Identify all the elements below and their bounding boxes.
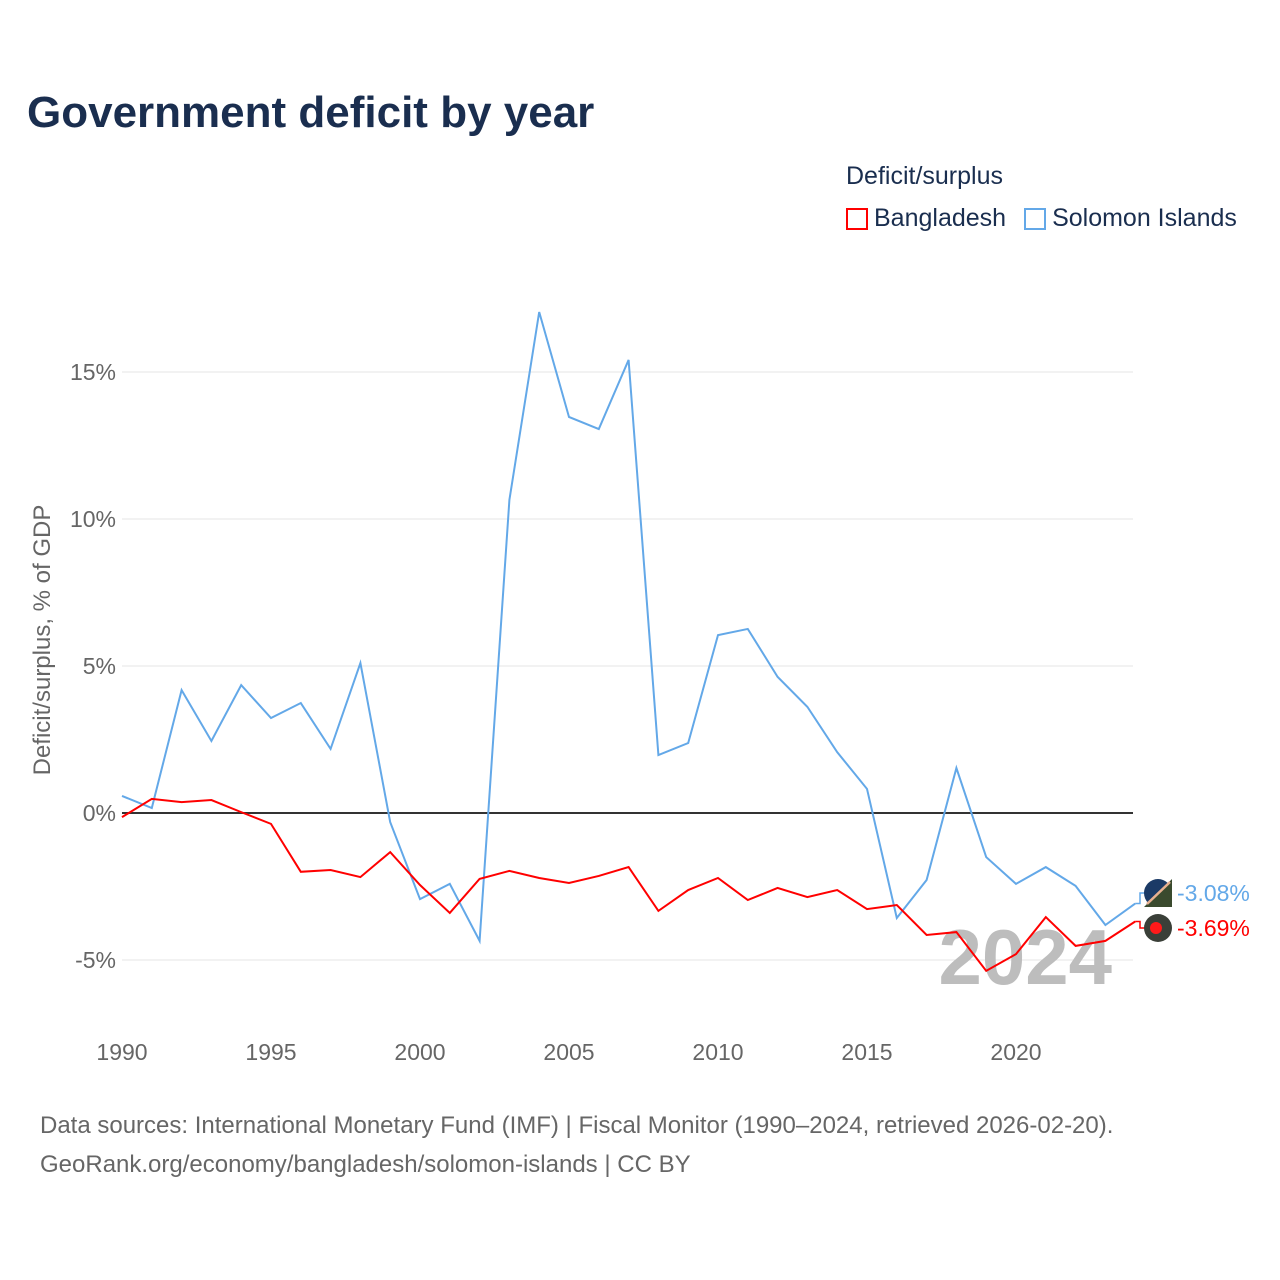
chart-title: Government deficit by year: [27, 88, 595, 137]
x-tick-label: 2005: [543, 1039, 594, 1065]
y-tick-label: 10%: [70, 506, 116, 532]
y-tick-label: -5%: [75, 947, 116, 973]
year-watermark: 2024: [938, 913, 1112, 1001]
legend-item-solomon-islands[interactable]: Solomon Islands: [1024, 204, 1237, 233]
y-tick-label: 15%: [70, 359, 116, 385]
series-line-bangladesh: [121, 797, 1136, 973]
end-label-connector: [1135, 892, 1145, 905]
x-tick-label: 2000: [394, 1039, 445, 1065]
legend-swatch-solomon-islands: [1024, 207, 1047, 230]
x-tick-label: 1995: [245, 1039, 296, 1065]
end-value-label: -3.69%: [1177, 915, 1250, 941]
legend: Bangladesh Solomon Islands: [846, 204, 1237, 233]
legend-swatch-bangladesh: [846, 207, 868, 230]
source-note: Data sources: International Monetary Fun…: [40, 1106, 1113, 1184]
flag-stripe: [1146, 881, 1171, 905]
flag-disc: [1150, 922, 1162, 934]
x-tick-label: 2015: [841, 1039, 892, 1065]
series-line-solomon-islands: [121, 311, 1136, 945]
source-line-2[interactable]: GeoRank.org/economy/bangladesh/solomon-i…: [40, 1151, 691, 1178]
legend-label: Bangladesh: [874, 204, 1007, 232]
y-axis-label: Deficit/surplus, % of GDP: [29, 505, 56, 776]
legend-item-bangladesh[interactable]: Bangladesh: [846, 204, 1006, 233]
end-value-label: -3.08%: [1177, 880, 1250, 906]
x-tick-label: 2020: [990, 1039, 1041, 1065]
source-line-1: Data sources: International Monetary Fun…: [40, 1112, 1114, 1139]
x-tick-label: 1990: [96, 1039, 147, 1065]
y-tick-label: 5%: [83, 653, 116, 679]
legend-title: Deficit/surplus: [846, 162, 1003, 190]
end-label-connector: [1135, 920, 1145, 929]
legend-label: Solomon Islands: [1052, 204, 1237, 232]
y-tick-label: 0%: [83, 800, 116, 826]
x-tick-label: 2010: [692, 1039, 743, 1065]
